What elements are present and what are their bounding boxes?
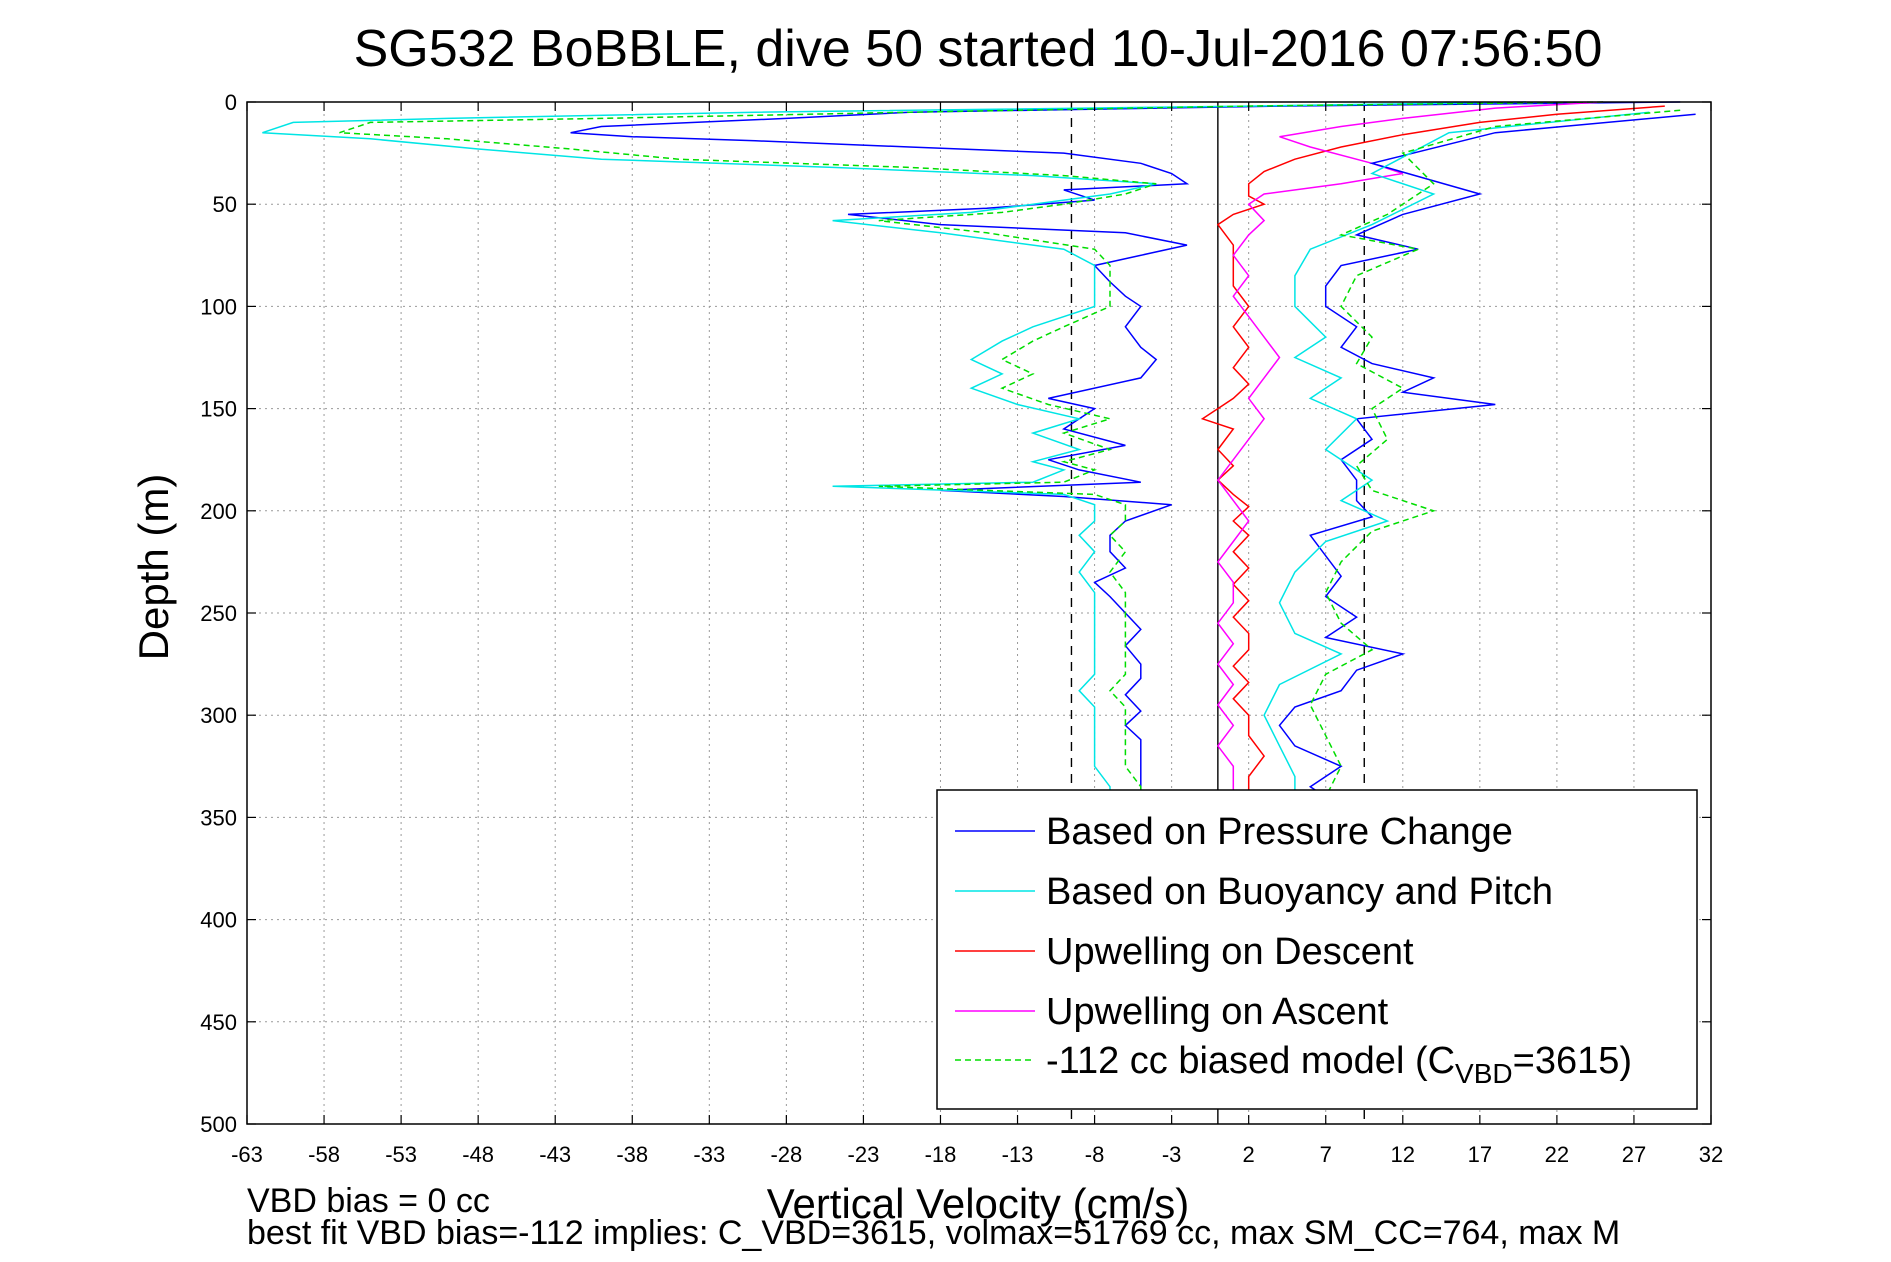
x-tick-label: -48	[462, 1142, 494, 1167]
legend-label: Upwelling on Descent	[1046, 931, 1414, 973]
series-line	[339, 101, 1604, 797]
y-axis-ticks: 0 50 100 150 200 250 300 350 400 450 500	[200, 90, 1711, 1137]
y-tick-label: 200	[200, 499, 237, 524]
x-tick-label: -33	[693, 1142, 725, 1167]
x-tick-label: -38	[616, 1142, 648, 1167]
x-tick-label: -23	[848, 1142, 880, 1167]
series-line	[1263, 111, 1650, 797]
y-tick-label: 50	[213, 192, 237, 217]
y-tick-label: 0	[225, 90, 237, 115]
y-tick-label: 250	[200, 601, 237, 626]
series-line	[1200, 105, 1665, 797]
x-axis-title: Vertical Velocity (cm/s)	[767, 1180, 1189, 1227]
y-tick-label: 450	[200, 1010, 237, 1035]
x-tick-label: 17	[1468, 1142, 1492, 1167]
chart-title: SG532 BoBBLE, dive 50 started 10-Jul-201…	[354, 20, 1603, 78]
data-series	[262, 101, 1696, 798]
y-tick-label: 100	[200, 294, 237, 319]
x-tick-label: -43	[539, 1142, 571, 1167]
legend-label: Based on Buoyancy and Pitch	[1046, 871, 1553, 913]
legend-box	[936, 789, 1698, 1110]
y-axis-title: Depth (m)	[130, 474, 177, 661]
series-line	[570, 101, 1681, 797]
y-tick-label: 300	[200, 703, 237, 728]
x-tick-label: 32	[1699, 1142, 1723, 1167]
y-tick-label: 400	[200, 908, 237, 933]
x-tick-label: -28	[770, 1142, 802, 1167]
x-tick-label: -63	[231, 1142, 263, 1167]
legend-label: Upwelling on Ascent	[1046, 991, 1389, 1033]
series-line	[1309, 109, 1681, 798]
x-tick-label: -18	[925, 1142, 957, 1167]
y-tick-label: 500	[200, 1112, 237, 1137]
best-fit-annotation: best fit VBD bias=-112 implies: C_VBD=36…	[247, 1214, 1620, 1252]
x-tick-label: 22	[1545, 1142, 1569, 1167]
x-tick-label: 2	[1243, 1142, 1255, 1167]
x-tick-label: -8	[1085, 1142, 1105, 1167]
y-tick-label: 150	[200, 397, 237, 422]
series-line	[1216, 101, 1604, 797]
series-line	[262, 101, 1527, 797]
legend-label: Based on Pressure Change	[1046, 811, 1513, 853]
x-tick-label: 27	[1622, 1142, 1646, 1167]
x-tick-label: -58	[308, 1142, 340, 1167]
series-line	[1278, 113, 1696, 798]
legend: Based on Pressure Change Based on Buoyanc…	[936, 789, 1698, 1110]
x-tick-label: -13	[1002, 1142, 1034, 1167]
y-tick-label: 350	[200, 805, 237, 830]
vbd-bias-annotation: VBD bias = 0 cc	[247, 1182, 490, 1220]
x-tick-label: 7	[1320, 1142, 1332, 1167]
x-tick-label: -53	[385, 1142, 417, 1167]
x-tick-label: -3	[1162, 1142, 1182, 1167]
legend-label: -112 cc biased model (CVBD=3615)	[1046, 1040, 1632, 1089]
x-axis-ticks: -63 -58 -53 -48 -43 -38 -33 -28 -23 -18 -13 -8 -3 2 7 1…	[231, 102, 1723, 1167]
x-tick-label: 12	[1391, 1142, 1415, 1167]
